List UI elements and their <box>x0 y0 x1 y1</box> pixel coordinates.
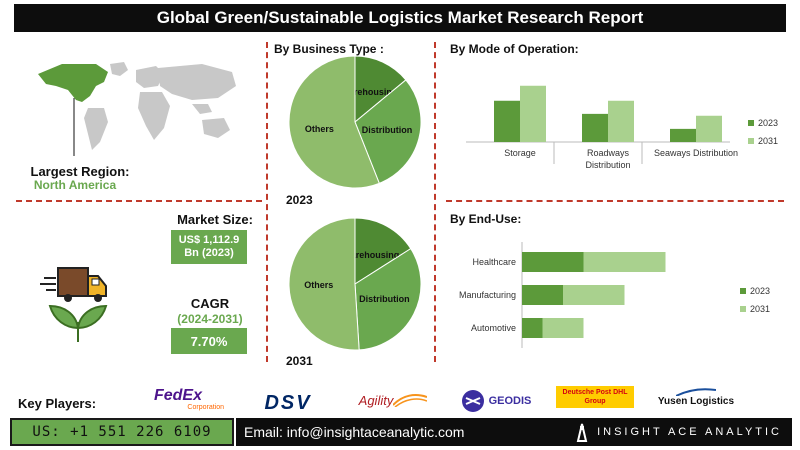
map-south-america <box>84 108 108 150</box>
pie-slice-others-2031 <box>288 217 360 351</box>
cagr-period: (2024-2031) <box>177 312 243 326</box>
mode-of-operation-title: By Mode of Operation: <box>450 42 579 56</box>
pie-chart-2023: Warehousing Distribution Others <box>288 55 422 189</box>
end-use-legend-label-2023: 2023 <box>750 286 770 296</box>
world-map <box>38 62 236 156</box>
geodis-wordmark: GEODIS <box>488 395 532 407</box>
end-use-chart: Healthcare Manufacturing Automotive 2023 203… <box>459 242 770 348</box>
mode-category-label-seaways-distribution: Seaways Distribution <box>654 148 738 158</box>
agility-wordmark: Agility <box>358 392 394 408</box>
pie-slice-distribution-2031 <box>354 247 422 351</box>
pie-label-distribution-2031: Distribution <box>359 294 410 304</box>
speed-lines-icon <box>40 277 56 291</box>
pie-2023-year: 2023 <box>286 193 313 207</box>
brand-logo-icon <box>576 423 588 442</box>
fedex-wordmark: FedEx <box>153 387 202 404</box>
mode-of-operation-chart: Storage Roadways Distribution Seaways Distr… <box>466 85 778 170</box>
map-greenland <box>110 62 128 76</box>
end-use-legend-label-2031: 2031 <box>750 304 770 314</box>
divider-horizontal-right <box>446 200 784 202</box>
yusen-logo: Yusen Logistics <box>654 384 738 410</box>
mode-bar-seaways-distribution-2031 <box>696 115 722 142</box>
mode-bar-seaways-distribution-2023 <box>670 128 696 142</box>
pie-label-others-2031: Others <box>304 280 333 290</box>
end-use-category-label-healthcare: Healthcare <box>472 257 516 267</box>
end-use-bar-automotive-2023 <box>522 318 543 338</box>
email-contact[interactable]: Email: info@insightaceanalytic.com <box>244 424 465 440</box>
pie-slice-distribution-2023 <box>354 79 422 185</box>
page-title: Global Green/Sustainable Logistics Marke… <box>14 4 786 32</box>
pie-2031-year: 2031 <box>286 354 313 368</box>
geodis-logo: GEODIS <box>456 388 536 414</box>
map-southeast-asia <box>192 104 212 114</box>
agility-swoosh-icon <box>393 394 428 407</box>
largest-region-value: North America <box>33 178 117 192</box>
truck-leaf-icon <box>40 267 108 342</box>
dhl-group: Group <box>584 398 606 405</box>
dsv-logo: DSV <box>246 392 330 414</box>
fedex-corporation: Corporation <box>187 404 224 411</box>
pie-chart-2031: Warehousing Distribution Others <box>288 217 422 351</box>
mode-bar-roadways-distribution-2031 <box>608 100 634 142</box>
end-use-bar-manufacturing-2031 <box>563 285 625 305</box>
end-use-bar-automotive-2031 <box>542 318 584 338</box>
largest-region-label: Largest Region: <box>30 164 130 179</box>
divider-horizontal-left <box>16 200 262 202</box>
end-use-bar-healthcare-2031 <box>583 252 666 272</box>
business-type-title: By Business Type : <box>274 42 384 56</box>
pie-slice-warehousing-2023 <box>354 55 407 124</box>
end-use-title: By End-Use: <box>450 212 522 226</box>
key-players-label: Key Players: <box>18 396 97 411</box>
end-use-category-label-manufacturing: Manufacturing <box>459 290 516 300</box>
map-australia <box>202 118 230 138</box>
truck-icon <box>57 267 107 302</box>
cagr-value-box: 7.70% <box>171 328 247 354</box>
map-europe <box>136 66 164 88</box>
leaves-icon <box>48 304 108 342</box>
cagr-value: 7.70% <box>190 333 228 349</box>
yusen-wing-icon <box>676 387 716 396</box>
market-size-value-line2: Bn (2023) <box>184 247 234 259</box>
divider-vertical-right <box>434 42 436 362</box>
map-north-america <box>38 64 108 102</box>
end-use-legend-swatch-2023 <box>740 288 746 294</box>
end-use-bar-healthcare-2023 <box>522 252 584 272</box>
pie-slice-warehousing-2031 <box>354 217 412 285</box>
pie-label-distribution-2023: Distribution <box>362 125 413 135</box>
pie-slice-others-2023 <box>288 55 380 189</box>
dsv-wordmark: DSV <box>264 391 312 414</box>
mode-legend-label-2023: 2023 <box>758 118 778 128</box>
pie-label-warehousing-2031: Warehousing <box>343 250 400 260</box>
cagr-label: CAGR <box>190 296 230 311</box>
pie-label-warehousing-2023: Warehousing <box>341 87 398 97</box>
end-use-bar-manufacturing-2023 <box>522 285 563 305</box>
brand-name: INSIGHT ACE ANALYTIC <box>597 426 782 438</box>
mode-category-label-roadways-distribution: Distribution <box>585 160 630 170</box>
market-size-value-line1: US$ 1,112.9 <box>178 234 240 246</box>
footer-bar: Email: info@insightaceanalytic.com INSIG… <box>236 418 792 446</box>
mode-category-label-roadways-distribution: Roadways <box>587 148 630 158</box>
mode-bar-storage-2031 <box>520 85 546 142</box>
map-asia <box>158 64 236 100</box>
end-use-legend-swatch-2031 <box>740 306 746 312</box>
mode-legend-swatch-2023 <box>748 120 754 126</box>
mode-bar-roadways-distribution-2023 <box>582 113 608 142</box>
pie-label-others-2023: Others <box>305 124 334 134</box>
geodis-globe-icon <box>461 390 484 412</box>
market-size-label: Market Size: <box>177 212 253 227</box>
end-use-category-label-automotive: Automotive <box>471 323 516 333</box>
fedex-logo: FedEx Corporation <box>132 387 224 414</box>
mode-category-label-storage: Storage <box>504 148 536 158</box>
yusen-wordmark: Yusen Logistics <box>657 395 735 407</box>
divider-vertical-left <box>266 42 268 362</box>
phone-contact[interactable]: US: +1 551 226 6109 <box>10 418 234 446</box>
map-africa <box>138 92 170 140</box>
dhl-logo: Deutsche Post DHL Group <box>556 386 634 408</box>
market-size-box: US$ 1,112.9 Bn (2023) <box>171 230 247 264</box>
agility-logo: Agility <box>350 388 436 412</box>
mode-legend-swatch-2031 <box>748 138 754 144</box>
mode-legend-label-2031: 2031 <box>758 136 778 146</box>
dhl-wordmark: Deutsche Post DHL <box>562 389 628 396</box>
mode-bar-storage-2023 <box>494 100 520 142</box>
